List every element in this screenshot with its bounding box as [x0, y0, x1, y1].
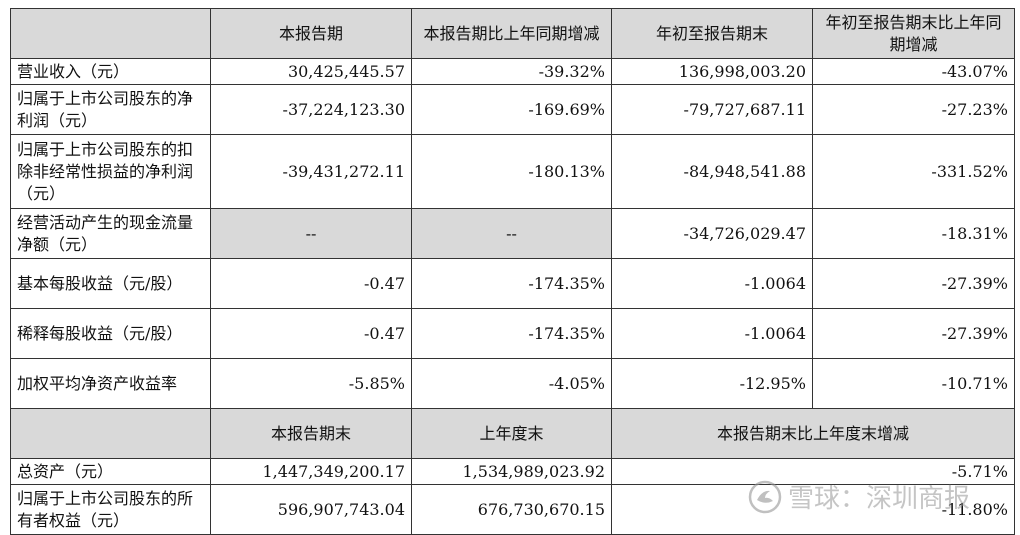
cell-ytd-yoy-change: -10.71%	[812, 358, 1015, 409]
cell-ytd: 136,998,003.20	[611, 58, 813, 85]
cell-period-end: 596,907,743.04	[210, 484, 412, 535]
cell-ytd-yoy-change: -43.07%	[812, 58, 1015, 85]
cell-current-yoy-change: -174.35%	[411, 258, 612, 309]
cell-current-yoy-change: -180.13%	[411, 134, 612, 209]
cell-ytd-yoy-change: -18.31%	[812, 208, 1015, 259]
cell-ytd-yoy-change: -27.39%	[812, 258, 1015, 309]
row-label: 加权平均净资产收益率	[10, 358, 211, 409]
table-row: 归属于上市公司股东的净利润（元） -37,224,123.30 -169.69%…	[10, 84, 1015, 135]
row-label: 归属于上市公司股东的扣除非经常性损益的净利润（元）	[10, 134, 211, 209]
table-row: 总资产（元） 1,447,349,200.17 1,534,989,023.92…	[10, 458, 1015, 485]
table-row: 加权平均净资产收益率 -5.85% -4.05% -12.95% -10.71%	[10, 358, 1015, 409]
cell-current-yoy-change: -169.69%	[411, 84, 612, 135]
row-label: 营业收入（元）	[10, 58, 211, 85]
cell-ytd-yoy-change: -27.23%	[812, 84, 1015, 135]
header-ytd: 年初至报告期末	[611, 8, 813, 59]
cell-current-period: -0.47	[210, 308, 412, 359]
cell-ytd: -1.0064	[611, 258, 813, 309]
cell-ytd: -12.95%	[611, 358, 813, 409]
row-label: 稀释每股收益（元/股）	[10, 308, 211, 359]
header-period-end: 本报告期末	[210, 408, 412, 459]
cell-current-yoy-change: -4.05%	[411, 358, 612, 409]
cell-current-period: -39,431,272.11	[210, 134, 412, 209]
table-row: 营业收入（元） 30,425,445.57 -39.32% 136,998,00…	[10, 58, 1015, 85]
cell-period-end: 1,447,349,200.17	[210, 458, 412, 485]
cell-current-period: -5.85%	[210, 358, 412, 409]
row-label: 基本每股收益（元/股）	[10, 258, 211, 309]
cell-prior-year-end: 676,730,670.15	[411, 484, 612, 535]
cell-current-period: 30,425,445.57	[210, 58, 412, 85]
row-label: 归属于上市公司股东的所有者权益（元）	[10, 484, 211, 535]
header-row: 本报告期 本报告期比上年同期增减 年初至报告期末 年初至报告期末比上年同期增减	[10, 8, 1015, 59]
cell-ytd: -1.0064	[611, 308, 813, 359]
cell-prior-year-end: 1,534,989,023.92	[411, 458, 612, 485]
header-period-end-change: 本报告期末比上年度末增减	[611, 408, 1015, 459]
cell-current-yoy-change: -39.32%	[411, 58, 612, 85]
table-row: 归属于上市公司股东的所有者权益（元） 596,907,743.04 676,73…	[10, 484, 1015, 535]
header-row-balance: 本报告期末 上年度末 本报告期末比上年度末增减	[10, 408, 1015, 459]
table-row: 归属于上市公司股东的扣除非经常性损益的净利润（元） -39,431,272.11…	[10, 134, 1015, 209]
cell-ytd: -79,727,687.11	[611, 84, 813, 135]
cell-current-yoy-change: -174.35%	[411, 308, 612, 359]
cell-ytd-yoy-change: -331.52%	[812, 134, 1015, 209]
header-corner	[10, 408, 211, 459]
cell-current-period: -0.47	[210, 258, 412, 309]
table-row: 经营活动产生的现金流量净额（元） -- -- -34,726,029.47 -1…	[10, 208, 1015, 259]
row-label: 归属于上市公司股东的净利润（元）	[10, 84, 211, 135]
row-label: 总资产（元）	[10, 458, 211, 485]
cell-current-yoy-change: --	[411, 208, 612, 259]
cell-current-period: --	[210, 208, 412, 259]
header-corner	[10, 8, 211, 59]
header-current-period: 本报告期	[210, 8, 412, 59]
table-row: 基本每股收益（元/股） -0.47 -174.35% -1.0064 -27.3…	[10, 258, 1015, 309]
table-row: 稀释每股收益（元/股） -0.47 -174.35% -1.0064 -27.3…	[10, 308, 1015, 359]
row-label: 经营活动产生的现金流量净额（元）	[10, 208, 211, 259]
cell-period-end-change: -11.80%	[611, 484, 1015, 535]
financial-summary-table: 本报告期 本报告期比上年同期增减 年初至报告期末 年初至报告期末比上年同期增减 …	[10, 8, 1015, 535]
cell-ytd-yoy-change: -27.39%	[812, 308, 1015, 359]
cell-current-period: -37,224,123.30	[210, 84, 412, 135]
header-current-yoy-change: 本报告期比上年同期增减	[411, 8, 612, 59]
header-prior-year-end: 上年度末	[411, 408, 612, 459]
cell-ytd: -34,726,029.47	[611, 208, 813, 259]
cell-period-end-change: -5.71%	[611, 458, 1015, 485]
header-ytd-yoy-change: 年初至报告期末比上年同期增减	[812, 8, 1015, 59]
cell-ytd: -84,948,541.88	[611, 134, 813, 209]
